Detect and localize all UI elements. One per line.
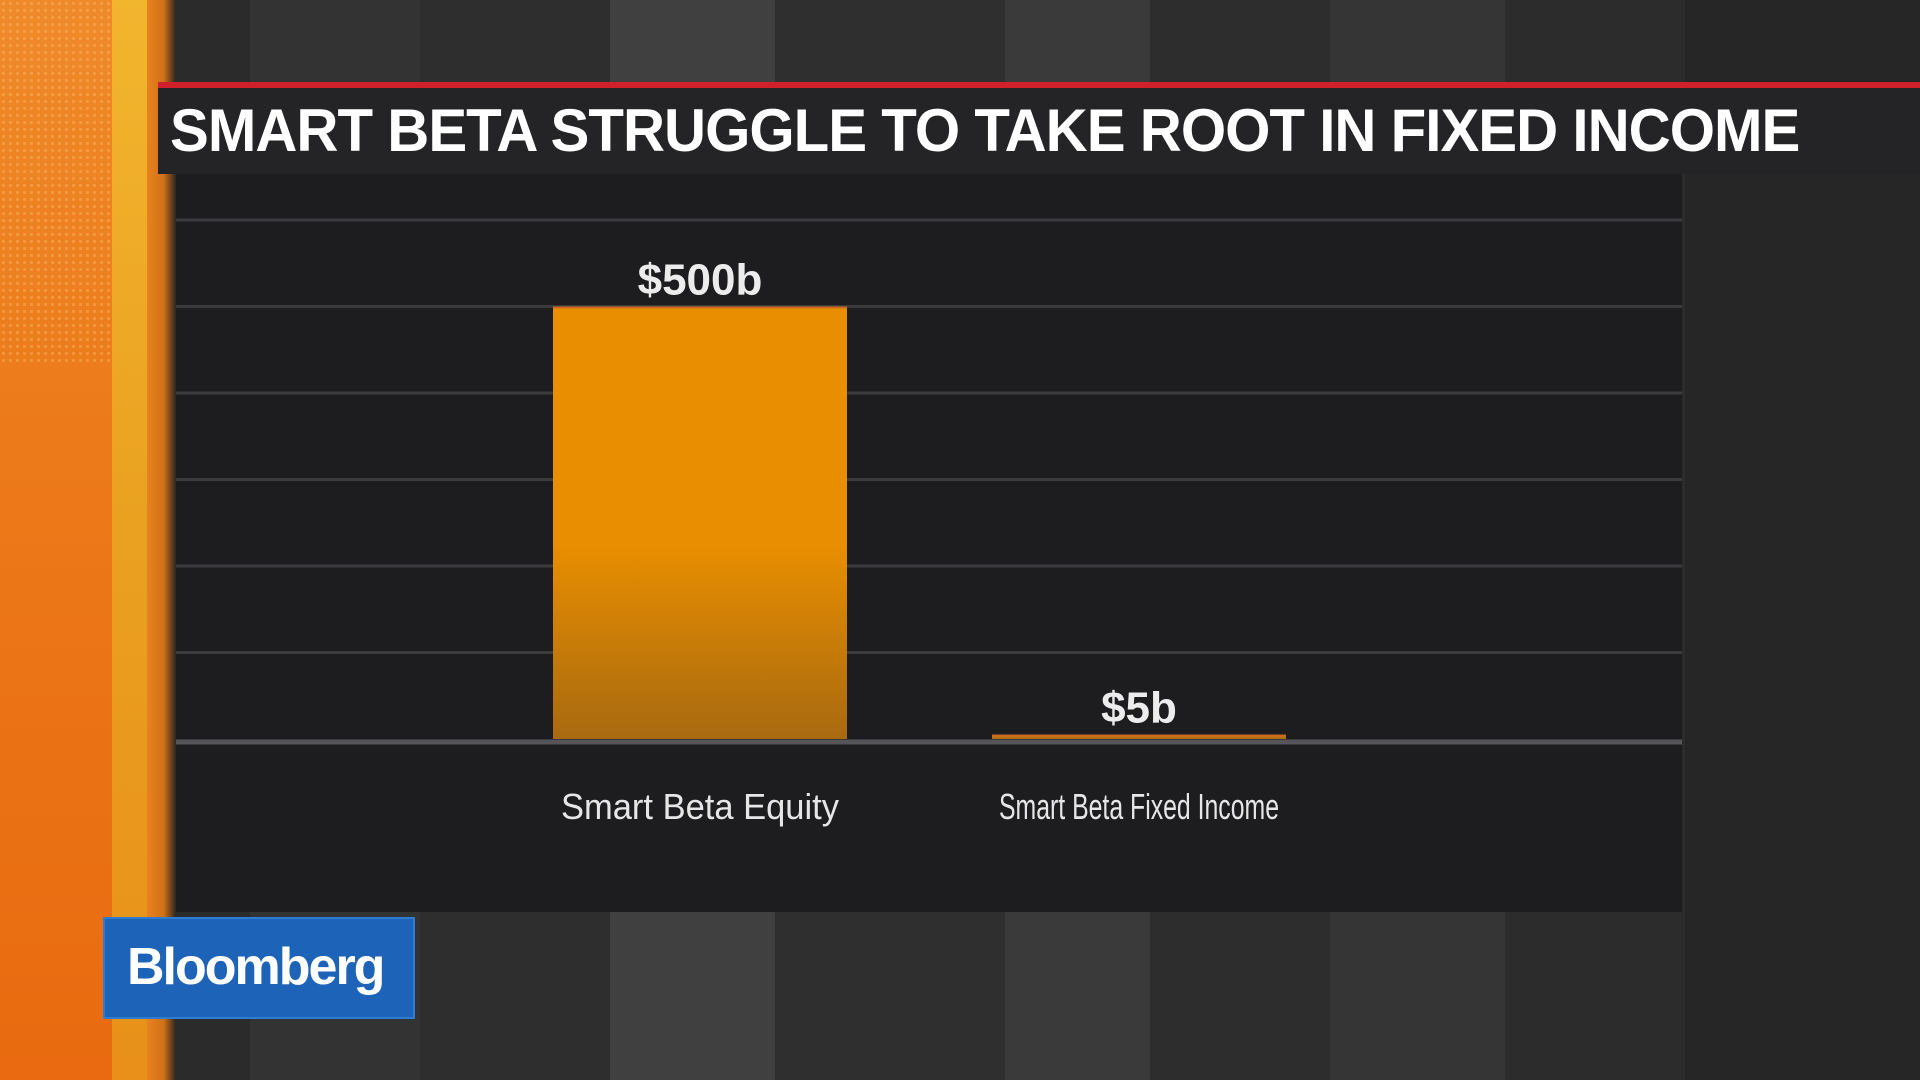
- category-labels: Smart Beta Equity Smart Beta Fixed Income: [561, 786, 1279, 827]
- chart-panel: $500b $5b Smart Beta Equity Smart Beta Fix…: [176, 174, 1682, 912]
- data-labels: $500b $5b: [638, 256, 1177, 733]
- title-bar: SMART BETA STRUGGLE TO TAKE ROOT IN FIXE…: [158, 82, 1920, 174]
- orange-side-stripe: [0, 0, 112, 1080]
- bloomberg-logo: Bloomberg: [103, 917, 415, 1019]
- data-label: $5b: [1101, 684, 1177, 733]
- bar-chart: $500b $5b Smart Beta Equity Smart Beta Fix…: [176, 218, 1682, 827]
- category-label: Smart Beta Equity: [561, 786, 839, 827]
- logo-text: Bloomberg: [127, 938, 385, 996]
- category-label: Smart Beta Fixed Income: [999, 786, 1279, 827]
- bars: [553, 306, 1286, 739]
- gridlines: [176, 218, 1682, 654]
- bar: [553, 306, 847, 739]
- yellow-side-stripe: [112, 0, 147, 1080]
- bar: [992, 734, 1286, 739]
- side-stripe-edge: [147, 0, 175, 1080]
- data-label: $500b: [638, 256, 763, 305]
- chart-title: SMART BETA STRUGGLE TO TAKE ROOT IN FIXE…: [170, 97, 1800, 164]
